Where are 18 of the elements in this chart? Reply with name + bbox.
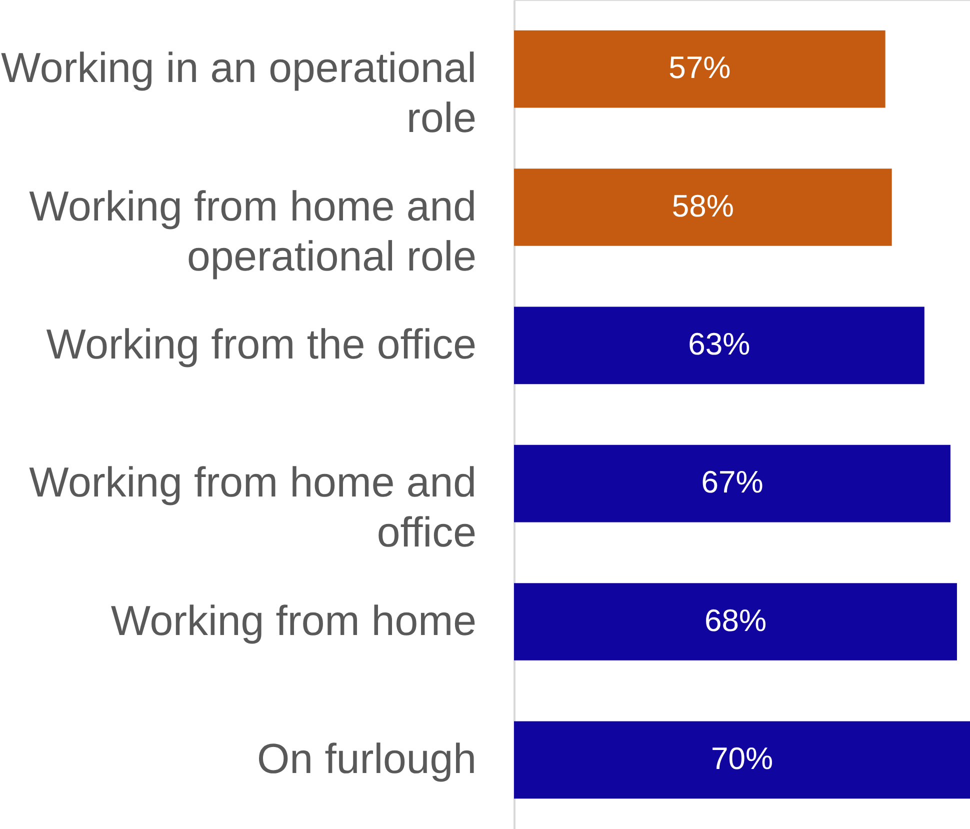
bar (514, 306, 924, 384)
data-label: 58% (672, 188, 734, 224)
data-label: 70% (710, 740, 774, 776)
y-tick-label: On furlough (257, 734, 476, 782)
y-tick-label: Working from home and operational role (29, 182, 476, 280)
y-tick-label: Working from the office (46, 320, 476, 368)
bar (514, 583, 957, 660)
y-tick-label: Working from home and office (29, 458, 476, 556)
bar (514, 168, 892, 246)
bar (514, 721, 970, 799)
data-label: 67% (701, 464, 764, 500)
y-tick-label: Working in an operational role (0, 44, 476, 142)
bar (514, 30, 886, 108)
data-label: 57% (668, 50, 731, 86)
data-label: 68% (704, 602, 767, 638)
data-label: 63% (688, 326, 750, 362)
bar (514, 444, 950, 522)
y-tick-label: Working from home (110, 596, 476, 644)
